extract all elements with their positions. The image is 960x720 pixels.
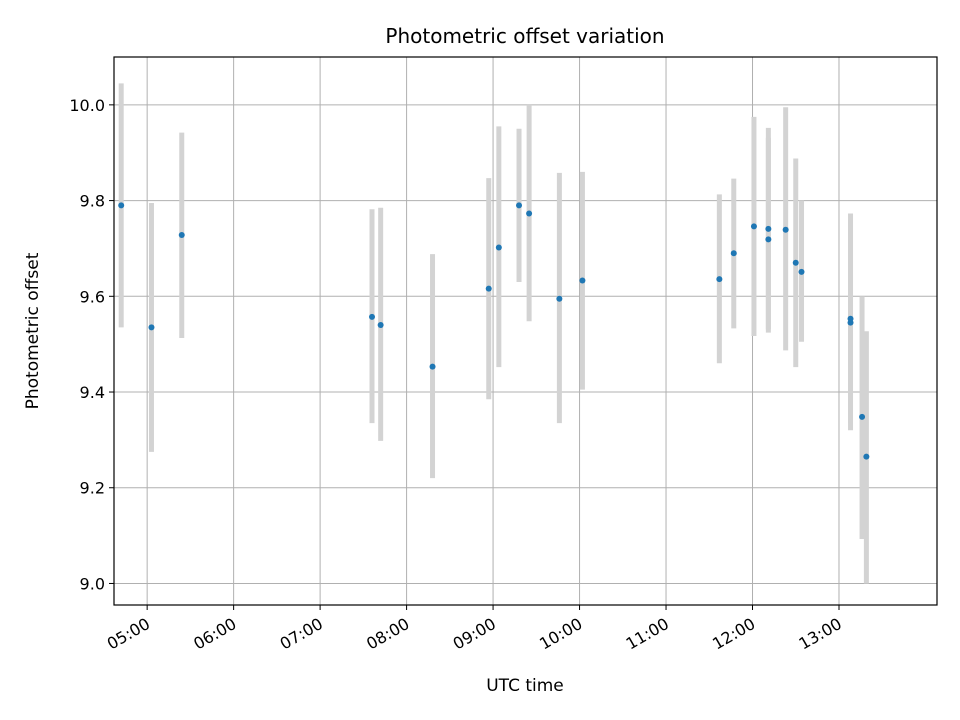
data-point: [730, 250, 737, 257]
y-tick-label: 9.6: [80, 287, 105, 306]
y-axis-label: Photometric offset: [23, 252, 43, 409]
data-point: [859, 413, 866, 420]
data-point: [148, 324, 155, 331]
data-point: [716, 276, 723, 283]
data-point: [516, 202, 523, 209]
data-point: [429, 363, 436, 370]
plot-frame: [113, 56, 938, 606]
chart-title: Photometric offset variation: [385, 24, 664, 48]
data-point: [782, 226, 789, 233]
y-axis-ticks: 9.0 9.2 9.4 9.6 9.8 10.0: [69, 96, 114, 593]
data-point: [750, 223, 757, 230]
data-point: [847, 319, 854, 326]
data-point: [377, 322, 384, 329]
data-point: [485, 285, 492, 292]
data-point: [792, 259, 799, 266]
data-point: [863, 453, 870, 460]
x-axis-label: UTC time: [486, 676, 564, 696]
data-point: [118, 202, 125, 209]
y-tick-label: 9.4: [80, 383, 105, 402]
data-point: [556, 295, 563, 302]
data-point: [495, 244, 502, 251]
y-tick-label: 9.2: [80, 479, 105, 498]
data-point: [798, 268, 805, 275]
data-point: [765, 225, 772, 232]
y-tick-label: 9.0: [80, 574, 105, 593]
data-point: [526, 210, 533, 217]
data-points: [118, 202, 870, 460]
data-point: [579, 277, 586, 284]
y-tick-label: 9.8: [80, 192, 105, 211]
data-point: [765, 236, 772, 243]
y-tick-label: 10.0: [69, 96, 105, 115]
data-point: [178, 232, 185, 239]
data-point: [368, 313, 375, 320]
